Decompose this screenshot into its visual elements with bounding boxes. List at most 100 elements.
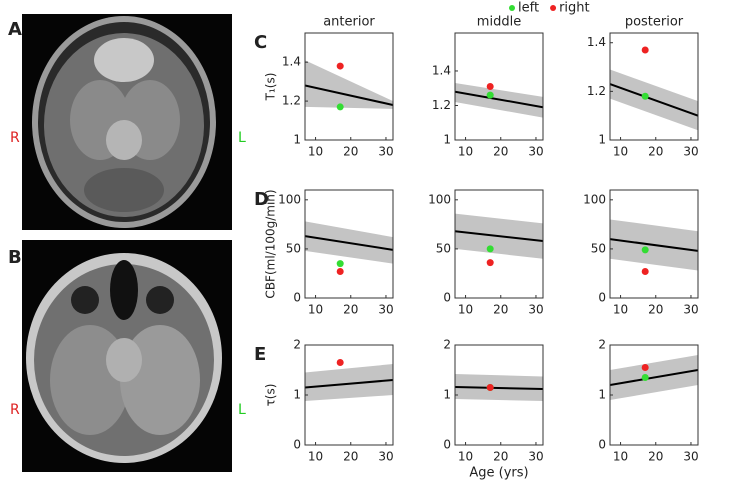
mri-image-a [22, 14, 232, 230]
axes-frame [304, 32, 394, 141]
panel-label: E [254, 344, 266, 365]
x-tick-label: 20 [343, 303, 358, 317]
axes-frame [304, 189, 394, 299]
legend-label: left [518, 1, 539, 16]
x-tick-label: 30 [378, 145, 393, 159]
column-title: posterior [625, 15, 684, 30]
y-tick-label: 50 [436, 241, 451, 255]
data-point [641, 46, 649, 54]
y-axis-label: τ(s) [264, 384, 278, 407]
data-point [641, 246, 649, 254]
x-tick-label: 20 [648, 303, 663, 317]
column-title: anterior [323, 15, 375, 30]
x-tick-label: 20 [493, 450, 508, 464]
y-tick-label: 1 [443, 388, 451, 402]
axes-frame [454, 32, 544, 141]
data-point [486, 83, 494, 90]
legend-marker [509, 5, 515, 11]
y-tick-label: 0 [598, 291, 606, 305]
x-tick-label: 30 [378, 450, 393, 464]
y-tick-label: 1.4 [432, 63, 451, 77]
y-axis-label: T₁(s) [264, 73, 278, 102]
y-tick-label: 0 [443, 291, 451, 305]
y-tick-label: 0 [443, 438, 451, 452]
y-tick-label: 0 [293, 291, 301, 305]
fit-line [305, 84, 393, 106]
fit-line [455, 230, 543, 243]
panel-label: C [254, 32, 267, 53]
y-tick-label: 1 [443, 133, 451, 147]
panel-label: B [8, 247, 22, 268]
column-title: middle [477, 15, 521, 30]
y-tick-label: 1.4 [282, 55, 301, 69]
x-tick-label: 20 [343, 145, 358, 159]
legend-label: right [559, 1, 590, 16]
x-tick-label: 20 [493, 145, 508, 159]
y-tick-label: 2 [293, 338, 301, 352]
y-tick-label: 2 [598, 338, 606, 352]
y-tick-label: 1.2 [282, 94, 301, 108]
x-tick-label: 10 [308, 145, 323, 159]
side-marker: R [10, 130, 20, 146]
y-tick-label: 1 [293, 133, 301, 147]
x-tick-label: 20 [493, 303, 508, 317]
y-tick-label: 2 [443, 338, 451, 352]
x-tick-label: 30 [378, 303, 393, 317]
side-marker: R [10, 402, 20, 418]
axes-frame [454, 189, 544, 299]
mri-image-b [22, 240, 232, 472]
data-point [336, 359, 344, 366]
axes-frame [609, 32, 699, 141]
fit-line [455, 90, 543, 109]
y-tick-label: 1 [293, 388, 301, 402]
side-marker: L [238, 402, 246, 418]
x-tick-label: 20 [343, 450, 358, 464]
fit-line [610, 369, 698, 386]
x-tick-label: 30 [683, 450, 698, 464]
panel-label: D [254, 189, 269, 210]
y-tick-label: 1.2 [587, 84, 606, 98]
x-tick-label: 10 [308, 303, 323, 317]
x-tick-label: 10 [613, 303, 628, 317]
data-point [641, 92, 649, 100]
x-tick-label: 10 [308, 450, 323, 464]
data-point [336, 103, 344, 111]
fit-line [305, 235, 393, 251]
data-point [641, 364, 649, 371]
panel-label: A [8, 19, 22, 40]
y-tick-label: 0 [598, 438, 606, 452]
fit-line [455, 386, 543, 390]
confidence-band [305, 60, 393, 109]
data-point [486, 384, 494, 391]
y-tick-label: 0 [293, 438, 301, 452]
x-axis-label: Age (yrs) [469, 466, 528, 481]
x-tick-label: 10 [613, 145, 628, 159]
fit-line [305, 379, 393, 389]
fit-line [610, 238, 698, 252]
y-tick-label: 100 [583, 192, 606, 206]
y-tick-label: 100 [278, 192, 301, 206]
x-tick-label: 10 [458, 450, 473, 464]
axes-frame [609, 189, 699, 299]
y-tick-label: 1.2 [432, 98, 451, 112]
y-tick-label: 1 [598, 133, 606, 147]
y-tick-label: 50 [591, 241, 606, 255]
data-point [336, 267, 344, 275]
x-tick-label: 30 [528, 145, 543, 159]
x-tick-label: 30 [528, 450, 543, 464]
y-axis-label: CBF(ml/100g/min) [264, 189, 278, 298]
x-tick-label: 10 [458, 303, 473, 317]
data-point [336, 260, 344, 268]
x-tick-label: 10 [458, 145, 473, 159]
x-tick-label: 30 [683, 303, 698, 317]
data-point [486, 91, 494, 99]
y-tick-label: 1.4 [587, 35, 606, 49]
confidence-band [305, 364, 393, 401]
side-marker: L [238, 130, 246, 146]
data-point [336, 62, 344, 70]
data-point [486, 245, 494, 253]
data-point [641, 374, 649, 381]
x-tick-label: 30 [528, 303, 543, 317]
x-tick-label: 30 [683, 145, 698, 159]
